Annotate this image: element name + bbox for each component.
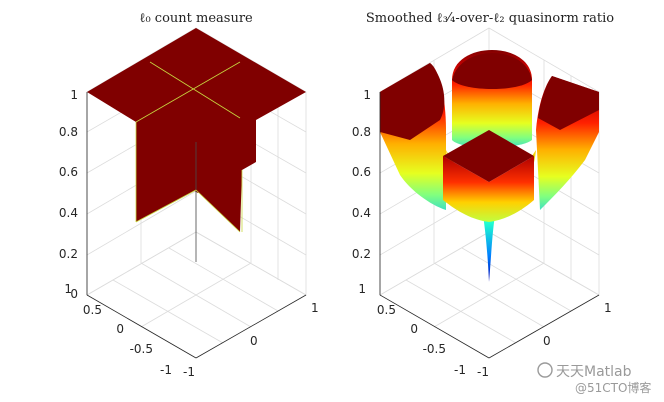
left-surface-seam: [149, 61, 241, 119]
left-chart-title: ℓ₀ count measure: [139, 11, 253, 26]
right-y-tick: 0: [410, 322, 418, 336]
wechat-icon: [537, 362, 553, 378]
right-x-tick: 0: [543, 334, 551, 348]
left-x-tick: 1: [311, 301, 319, 315]
right-y-tick: 0.5: [377, 303, 396, 317]
left-x-tick: -1: [183, 365, 195, 379]
left-x-tick: 0: [250, 334, 258, 348]
left-z-tick: 1: [70, 88, 78, 102]
right-x-tick: 1: [604, 301, 612, 315]
right-z-ticks: 1 0.8 0.6 0.4 0.2: [352, 88, 371, 261]
right-z-tick: 0.8: [352, 125, 371, 139]
left-y-tick: 0: [116, 322, 124, 336]
right-z-tick: 0.4: [352, 206, 371, 220]
right-z-tick: 0.2: [352, 247, 371, 261]
right-y-tick: -1: [454, 363, 466, 377]
right-y-ticks: 1 0.5 0 -0.5 -1: [358, 282, 466, 377]
left-axes: [86, 92, 307, 359]
left-z-tick: 0.6: [59, 165, 78, 179]
right-y-tick: 1: [358, 282, 366, 296]
right-axes: [379, 92, 600, 359]
left-x-ticks: -1 0 1: [183, 301, 319, 379]
right-y-tick: -0.5: [423, 342, 446, 356]
right-x-ticks: -1 0 1: [477, 301, 612, 379]
left-y-tick: -0.5: [130, 342, 153, 356]
left-y-tick: 0.5: [83, 303, 102, 317]
left-z-ticks: 1 0.8 0.6 0.4 0.2 0: [59, 88, 78, 301]
left-chart: ℓ₀ count measure: [59, 11, 319, 379]
left-surface: [87, 28, 306, 262]
left-y-ticks: 1 0.5 0 -0.5 -1: [64, 282, 172, 377]
left-z-tick: 0: [70, 287, 78, 301]
right-z-tick: 1: [363, 88, 371, 102]
right-x-tick: -1: [477, 365, 489, 379]
left-z-tick: 0.8: [59, 125, 78, 139]
right-z-tick: 0.6: [352, 165, 371, 179]
watermark-text-1: 天天Matlab: [556, 364, 632, 380]
left-z-tick: 0.2: [59, 247, 78, 261]
right-surface: [380, 50, 599, 282]
left-z-tick: 0.4: [59, 206, 78, 220]
left-y-tick: 1: [64, 282, 72, 296]
watermark-text-2: @51CTO博客: [575, 380, 651, 395]
watermark: 天天Matlab @51CTO博客: [537, 362, 651, 395]
right-chart: Smoothed ℓ₃⁄₄-over-ℓ₂ quasinorm ratio: [352, 11, 614, 379]
left-y-tick: -1: [160, 363, 172, 377]
right-chart-title: Smoothed ℓ₃⁄₄-over-ℓ₂ quasinorm ratio: [366, 11, 614, 26]
